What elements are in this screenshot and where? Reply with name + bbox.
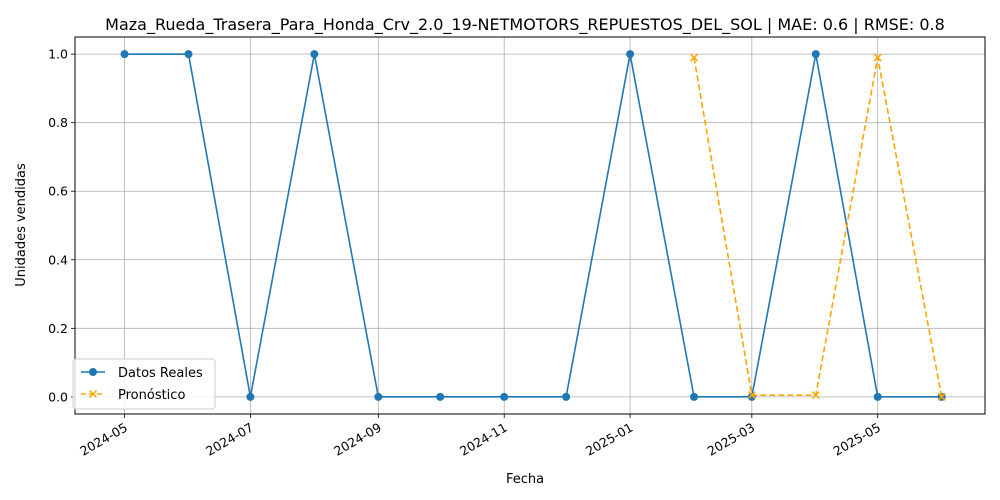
series-layer: [120, 50, 946, 401]
forecast-point: [873, 53, 882, 62]
y-tick-label: 0.4: [48, 252, 68, 267]
x-tick-label: 2025-01: [583, 420, 636, 459]
data-point: [436, 392, 445, 401]
series-line-0: [124, 53, 942, 398]
data-point: [500, 392, 509, 401]
y-tick-label: 0.2: [48, 321, 68, 336]
data-point: [246, 392, 255, 401]
x-tick-label: 2024-05: [77, 420, 130, 459]
data-point: [310, 50, 319, 59]
forecast-point: [811, 391, 820, 400]
y-tick-label: 1.0: [48, 47, 68, 62]
legend-box: [72, 358, 216, 410]
data-point: [811, 50, 820, 59]
series-line-1: [693, 57, 943, 398]
x-tick-label: 2025-05: [830, 420, 883, 459]
legend: Datos Reales Pronóstico: [72, 358, 216, 410]
forecast-point: [690, 53, 699, 62]
x-tick-label: 2024-11: [457, 420, 510, 459]
chart-title: Maza_Rueda_Trasera_Para_Honda_Crv_2.0_19…: [105, 15, 945, 35]
y-tick-label: 0.8: [48, 115, 68, 130]
y-tick-label: 0.6: [48, 184, 68, 199]
legend-marker-forecast: [88, 389, 98, 399]
y-tick-label: 0.0: [48, 389, 68, 404]
data-point: [690, 392, 699, 401]
y-axis-label: Unidades vendidas: [14, 163, 29, 287]
x-tick-label: 2024-07: [203, 420, 256, 459]
legend-label-actual: Datos Reales: [118, 366, 203, 381]
forecast-point: [747, 391, 756, 400]
plot-frame: [74, 36, 986, 415]
grid: [75, 37, 985, 414]
data-point: [626, 50, 635, 59]
x-tick-label: 2025-03: [705, 420, 758, 459]
data-point: [120, 50, 129, 59]
data-point: [374, 392, 383, 401]
data-point: [562, 392, 571, 401]
x-tick-label: 2024-09: [331, 420, 384, 459]
x-axis-label: Fecha: [506, 472, 544, 487]
data-point: [873, 392, 882, 401]
legend-marker-actual: [89, 368, 97, 376]
legend-label-forecast: Pronóstico: [118, 388, 185, 403]
forecast-point: [937, 392, 946, 401]
data-point: [184, 50, 193, 59]
data-point: [747, 392, 756, 401]
